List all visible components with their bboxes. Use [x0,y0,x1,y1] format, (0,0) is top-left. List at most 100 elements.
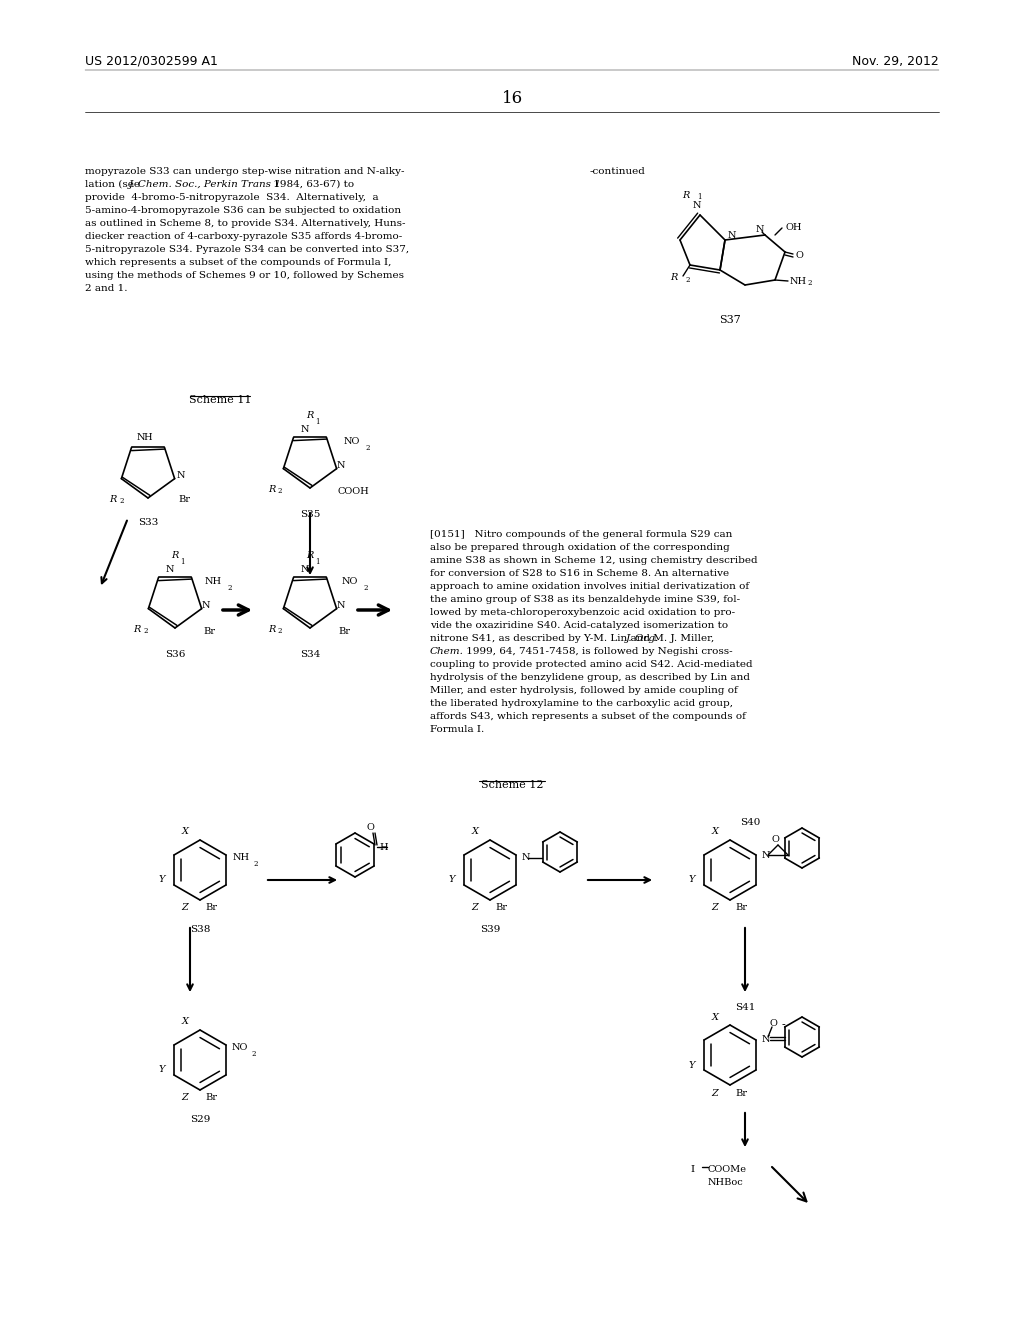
Text: 2: 2 [227,583,231,591]
Text: R: R [133,626,140,635]
Text: provide  4-bromo-5-nitropyrazole  S34.  Alternatively,  a: provide 4-bromo-5-nitropyrazole S34. Alt… [85,193,379,202]
Text: 1999, 64, 7451-7458, is followed by Negishi cross-: 1999, 64, 7451-7458, is followed by Negi… [463,647,732,656]
Text: [0151]   Nitro compounds of the general formula S29 can: [0151] Nitro compounds of the general fo… [430,531,732,539]
Text: X: X [712,1012,719,1022]
Text: Scheme 11: Scheme 11 [188,395,251,405]
Text: O: O [770,1019,778,1027]
Text: 1: 1 [315,558,319,566]
Text: OH: OH [785,223,802,232]
Text: O: O [772,836,780,845]
Text: R: R [671,273,678,282]
Text: COOMe: COOMe [708,1166,746,1173]
Text: Br: Br [205,903,217,912]
Text: 1: 1 [697,193,701,201]
Text: the amino group of S38 as its benzaldehyde imine S39, fol-: the amino group of S38 as its benzaldehy… [430,595,740,605]
Text: R: R [306,550,313,560]
Text: 2: 2 [808,279,812,286]
Text: N: N [337,601,345,610]
Text: the liberated hydroxylamine to the carboxylic acid group,: the liberated hydroxylamine to the carbo… [430,700,733,708]
Text: as outlined in Scheme 8, to provide S34. Alternatively, Huns-: as outlined in Scheme 8, to provide S34.… [85,219,406,228]
Text: J. Chem. Soc., Perkin Trans 1: J. Chem. Soc., Perkin Trans 1 [129,180,282,189]
Text: Z: Z [712,903,719,912]
Text: NH: NH [790,277,807,286]
Text: Z: Z [181,903,188,912]
Text: N: N [301,425,309,434]
Text: Miller, and ester hydrolysis, followed by amide coupling of: Miller, and ester hydrolysis, followed b… [430,686,737,696]
Text: 2: 2 [685,276,689,284]
Text: N: N [728,231,736,239]
Text: US 2012/0302599 A1: US 2012/0302599 A1 [85,55,218,69]
Text: X: X [712,828,719,837]
Text: N: N [301,565,309,574]
Text: Y: Y [689,875,695,884]
Text: Br: Br [205,1093,217,1102]
Text: S37: S37 [719,315,741,325]
Text: Br: Br [495,903,507,912]
Text: 5-nitropyrazole S34. Pyrazole S34 can be converted into S37,: 5-nitropyrazole S34. Pyrazole S34 can be… [85,246,410,253]
Text: Z: Z [472,903,478,912]
Text: for conversion of S28 to S16 in Scheme 8. An alternative: for conversion of S28 to S16 in Scheme 8… [430,569,729,578]
Text: Formula I.: Formula I. [430,725,484,734]
Text: Scheme 12: Scheme 12 [480,780,544,789]
Text: Nov. 29, 2012: Nov. 29, 2012 [852,55,939,69]
Text: lowed by meta-chloroperoxybenzoic acid oxidation to pro-: lowed by meta-chloroperoxybenzoic acid o… [430,609,735,616]
Text: Z: Z [712,1089,719,1097]
Text: N: N [177,470,185,479]
Text: S35: S35 [300,510,321,519]
Text: mopyrazole S33 can undergo step-wise nitration and N-alky-: mopyrazole S33 can undergo step-wise nit… [85,168,404,176]
Text: 2: 2 [253,861,257,869]
Text: Y: Y [159,1065,165,1074]
Text: -: - [782,1020,785,1030]
Text: S33: S33 [138,517,158,527]
Text: NH: NH [233,854,250,862]
Text: hydrolysis of the benzylidene group, as described by Lin and: hydrolysis of the benzylidene group, as … [430,673,750,682]
Text: S41: S41 [735,1003,755,1012]
Text: Y: Y [159,875,165,884]
Text: R: R [268,486,275,495]
Text: 5-amino-4-bromopyrazole S36 can be subjected to oxidation: 5-amino-4-bromopyrazole S36 can be subje… [85,206,401,215]
Text: X: X [181,1018,188,1027]
Text: X: X [471,828,478,837]
Text: S34: S34 [300,649,321,659]
Text: R: R [268,626,275,635]
Text: J. Org.: J. Org. [626,634,659,643]
Text: -continued: -continued [590,168,646,176]
Text: lation (see: lation (see [85,180,143,189]
Text: H: H [143,433,153,442]
Text: 1: 1 [315,418,319,426]
Text: Br: Br [203,627,215,636]
Text: amine S38 as shown in Scheme 12, using chemistry described: amine S38 as shown in Scheme 12, using c… [430,556,758,565]
Text: 1984, 63-67) to: 1984, 63-67) to [270,180,354,189]
Text: Chem.: Chem. [430,647,464,656]
Text: N: N [693,201,701,210]
Text: 2: 2 [278,627,283,635]
Text: N: N [337,461,345,470]
Text: S39: S39 [480,925,500,935]
Text: COOH: COOH [338,487,370,496]
Text: R: R [171,550,178,560]
Text: 2: 2 [365,444,370,451]
Text: 16: 16 [502,90,522,107]
Text: 2: 2 [278,487,283,495]
Text: NHBoc: NHBoc [708,1177,743,1187]
Text: R: R [683,190,690,199]
Text: which represents a subset of the compounds of Formula I,: which represents a subset of the compoun… [85,257,391,267]
Text: Br: Br [735,1089,746,1097]
Text: NO: NO [232,1044,249,1052]
Text: NO: NO [342,578,358,586]
Text: N: N [756,226,764,235]
Text: 2: 2 [362,583,368,591]
Text: 1: 1 [180,558,184,566]
Text: I: I [690,1166,694,1173]
Text: S38: S38 [189,925,210,935]
Text: Y: Y [689,1060,695,1069]
Text: Z: Z [181,1093,188,1102]
Text: approach to amine oxidation involves initial derivatization of: approach to amine oxidation involves ini… [430,582,750,591]
Text: also be prepared through oxidation of the corresponding: also be prepared through oxidation of th… [430,543,730,552]
Text: affords S43, which represents a subset of the compounds of: affords S43, which represents a subset o… [430,711,745,721]
Text: N: N [522,854,530,862]
Text: S40: S40 [739,818,760,828]
Text: R: R [306,411,313,420]
Text: S36: S36 [165,649,185,659]
Text: Br: Br [338,627,350,636]
